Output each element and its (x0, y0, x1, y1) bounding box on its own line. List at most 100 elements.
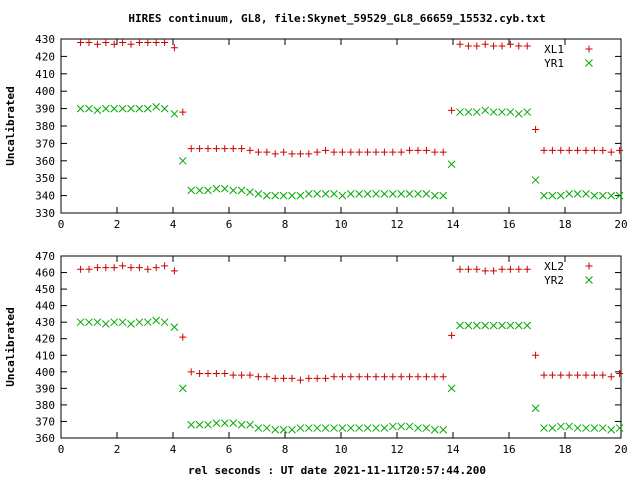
data-point (489, 108, 498, 116)
plot-frame (60, 38, 622, 214)
data-point (590, 191, 599, 200)
data-point (330, 373, 338, 381)
data-point (582, 371, 590, 379)
legend-label: YR1 (544, 57, 564, 70)
data-point (304, 424, 313, 432)
data-point (414, 373, 422, 381)
data-point (607, 425, 616, 434)
data-point (439, 373, 447, 381)
x-tick-label: 18 (558, 218, 571, 231)
data-point (187, 186, 196, 195)
data-point (246, 371, 254, 379)
data-point (531, 176, 540, 184)
data-point (338, 191, 347, 200)
data-point (574, 146, 582, 154)
data-point (85, 265, 93, 273)
y-tick-label: 380 (35, 399, 55, 412)
plot-frame (60, 255, 622, 439)
data-point (118, 318, 127, 327)
data-point (296, 424, 305, 432)
data-point (220, 419, 229, 427)
data-point (321, 190, 330, 198)
data-point (355, 373, 363, 381)
data-point (127, 40, 135, 48)
data-point (254, 373, 262, 381)
y-axis-label: Uncalibrated (4, 86, 17, 165)
data-point (212, 369, 220, 377)
data-point (144, 265, 152, 273)
data-point (456, 265, 464, 273)
data-point (481, 106, 490, 115)
data-point (364, 148, 372, 156)
data-point (489, 321, 498, 330)
data-point (76, 318, 85, 327)
data-point (523, 108, 532, 116)
data-point (548, 146, 556, 154)
data-point (313, 424, 322, 432)
data-point (254, 424, 263, 432)
data-point (498, 321, 506, 330)
data-point (338, 148, 346, 156)
y-tick-label: 470 (35, 250, 55, 263)
data-point (101, 319, 110, 328)
y-tick-label: 400 (35, 366, 55, 379)
data-point (498, 108, 506, 116)
x-tick-label: 16 (502, 218, 515, 231)
data-point (598, 191, 607, 200)
data-point (305, 374, 313, 382)
data-point (439, 191, 448, 200)
data-point (481, 321, 490, 330)
data-point (414, 190, 422, 198)
chart-panel-2: 0 2 4 6 8 10 12 14 16 18 20 360 370 380 390 400 410 420 43… (4, 250, 628, 456)
data-point (262, 191, 271, 200)
data-point (246, 146, 254, 154)
data-point (93, 318, 102, 327)
data-point (127, 264, 135, 272)
data-point (152, 316, 161, 325)
x-tick-label: 10 (334, 218, 347, 231)
y-tick-label: 400 (35, 85, 55, 98)
data-point (254, 148, 262, 156)
data-point (599, 371, 607, 379)
data-point (346, 424, 355, 432)
data-point (347, 373, 355, 381)
data-point (263, 373, 271, 381)
data-point (212, 184, 221, 193)
data-point (372, 190, 380, 198)
data-point (102, 264, 110, 272)
y-tick-label: 390 (35, 103, 55, 116)
data-point (590, 424, 599, 432)
data-point (506, 321, 515, 330)
data-point (607, 191, 616, 200)
series-yr1 (76, 103, 624, 200)
data-point (448, 331, 456, 339)
data-point (582, 190, 590, 198)
data-point (322, 374, 330, 382)
y-axis-label: Uncalibrated (4, 307, 17, 386)
data-point (160, 318, 169, 327)
data-point (582, 146, 590, 154)
data-point (506, 108, 515, 116)
data-point (565, 371, 573, 379)
data-point (431, 373, 439, 381)
data-point (187, 420, 196, 429)
data-point (514, 321, 523, 330)
data-point (388, 190, 397, 198)
data-point (523, 42, 531, 50)
data-point (531, 404, 540, 413)
series-xl2 (77, 262, 624, 384)
data-point (540, 146, 548, 154)
data-point (195, 420, 204, 429)
x-tick-label: 2 (114, 218, 121, 231)
data-point (532, 351, 540, 359)
data-point (102, 38, 110, 46)
y-tick-label: 340 (35, 190, 55, 203)
data-point (506, 40, 514, 48)
data-point (490, 267, 498, 275)
data-point (110, 40, 118, 48)
data-point (246, 188, 254, 196)
data-point (221, 369, 229, 377)
data-point (212, 419, 221, 427)
data-point (330, 424, 338, 432)
